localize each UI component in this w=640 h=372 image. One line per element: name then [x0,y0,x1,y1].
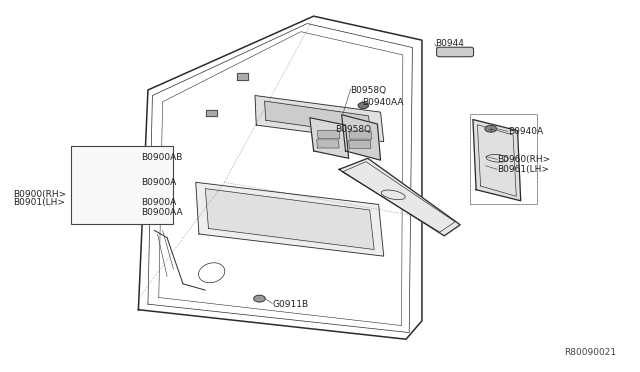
Polygon shape [206,110,218,116]
Polygon shape [317,131,340,139]
FancyBboxPatch shape [436,47,474,57]
Text: B0900AA: B0900AA [141,208,183,217]
Polygon shape [264,101,371,135]
Polygon shape [339,158,460,236]
Text: B0940A: B0940A [508,127,543,136]
Text: R80090021: R80090021 [564,347,616,357]
Polygon shape [310,118,349,158]
Text: B0900(RH>: B0900(RH> [13,190,66,199]
Polygon shape [317,140,339,148]
Text: B0958Q: B0958Q [351,86,387,95]
Text: G0911B: G0911B [272,300,308,310]
Text: B0900A: B0900A [141,178,177,187]
Polygon shape [196,182,384,256]
Text: B0944: B0944 [435,39,463,48]
Polygon shape [237,73,248,80]
Polygon shape [124,210,136,217]
Polygon shape [349,140,371,148]
FancyBboxPatch shape [71,146,173,224]
Circle shape [253,295,265,302]
Text: B0961(LH>: B0961(LH> [497,165,549,174]
Text: B0960(RH>: B0960(RH> [497,155,550,164]
Circle shape [358,103,369,109]
Polygon shape [134,154,147,161]
Text: B0958Q: B0958Q [335,125,371,134]
Polygon shape [342,115,381,160]
Polygon shape [205,189,374,250]
Polygon shape [473,119,521,201]
Text: B0900A: B0900A [141,198,177,207]
Text: B0901(LH>: B0901(LH> [13,198,65,207]
Text: B0900AB: B0900AB [141,153,183,162]
Polygon shape [255,96,384,142]
Text: B0940AA: B0940AA [362,98,404,107]
Polygon shape [127,178,140,185]
Polygon shape [349,131,372,139]
Circle shape [485,125,497,132]
Polygon shape [125,199,138,206]
